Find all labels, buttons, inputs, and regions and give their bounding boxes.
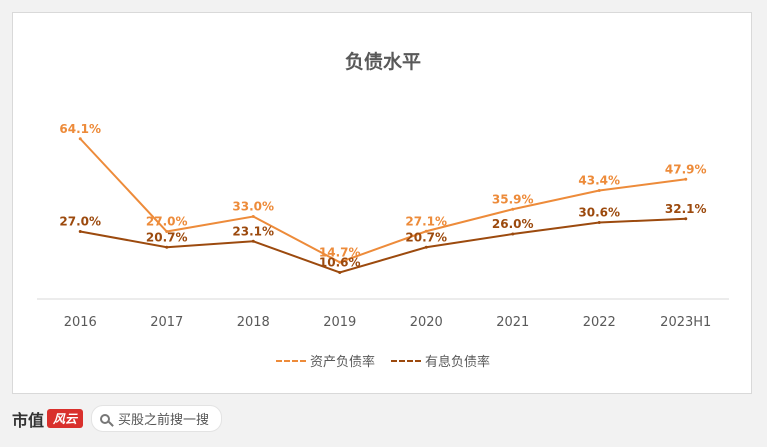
data-point bbox=[338, 260, 342, 264]
chart-title: 负债水平 bbox=[344, 51, 421, 73]
data-label: 20.7% bbox=[146, 230, 188, 244]
data-point bbox=[251, 215, 255, 218]
line-chart: 2016 2017 2018 2019 2020 2021 2022 2023H1 64.1% 2… bbox=[37, 122, 729, 330]
data-point bbox=[78, 137, 82, 141]
brand-logo: 风云 bbox=[47, 409, 84, 428]
x-tick-label: 2018 bbox=[237, 315, 270, 330]
data-label: 27.0% bbox=[59, 215, 101, 229]
x-tick-label: 2023H1 bbox=[660, 315, 711, 330]
brand-name: 市值 bbox=[12, 410, 45, 430]
x-tick-label: 2019 bbox=[323, 315, 356, 330]
data-point bbox=[165, 245, 169, 249]
data-point bbox=[251, 239, 255, 243]
data-point bbox=[338, 271, 342, 274]
data-point bbox=[597, 189, 601, 192]
x-tick-label: 2017 bbox=[150, 315, 183, 330]
data-label: 33.0% bbox=[232, 200, 274, 214]
data-point bbox=[684, 177, 688, 181]
data-point bbox=[684, 217, 688, 221]
data-point bbox=[511, 207, 515, 211]
x-tick-label: 2022 bbox=[583, 315, 616, 330]
legend-item-debt[interactable]: 有息负债率 bbox=[391, 351, 490, 370]
data-label: 26.0% bbox=[492, 217, 534, 231]
x-tick-label: 2021 bbox=[496, 315, 529, 330]
series-line-1 bbox=[80, 217, 686, 274]
legend-item-asset[interactable]: 资产负债率 bbox=[275, 351, 375, 370]
data-label: 20.7% bbox=[405, 230, 447, 244]
data-label: 27.0% bbox=[146, 215, 188, 229]
data-label: 64.1% bbox=[59, 122, 101, 136]
data-point bbox=[597, 221, 601, 224]
legend-label-asset: 资产负债率 bbox=[309, 355, 375, 370]
data-point bbox=[511, 232, 515, 236]
data-point bbox=[424, 245, 428, 249]
x-tick-label: 2016 bbox=[64, 315, 97, 330]
data-label: 47.9% bbox=[665, 162, 707, 176]
search-input[interactable]: 买股之前搜一搜 bbox=[91, 405, 223, 432]
data-label: 10.6% bbox=[319, 256, 361, 270]
chart-card: 负债水平 2016 2017 2018 2019 2020 2021 2022 2023H1 6… bbox=[12, 12, 752, 394]
data-label: 35.9% bbox=[492, 192, 534, 206]
legend-line-debt bbox=[391, 359, 421, 362]
search-placeholder: 买股之前搜一搜 bbox=[118, 413, 210, 428]
footer-bar: 市值 风云 买股之前搜一搜 bbox=[12, 405, 223, 432]
x-tick-label: 2020 bbox=[410, 315, 443, 330]
data-label: 14.7% bbox=[319, 245, 361, 259]
data-label: 43.4% bbox=[578, 174, 620, 188]
search-icon bbox=[100, 413, 111, 424]
data-label: 30.6% bbox=[578, 206, 620, 220]
legend-label-debt: 有息负债率 bbox=[425, 355, 491, 370]
legend-line-asset bbox=[275, 359, 306, 362]
legend: 资产负债率 有息负债率 bbox=[13, 351, 753, 370]
data-point bbox=[424, 229, 428, 233]
data-point bbox=[78, 230, 82, 233]
data-label: 27.1% bbox=[405, 214, 447, 228]
data-label: 32.1% bbox=[665, 202, 707, 216]
series-line-0 bbox=[79, 138, 686, 264]
data-label: 23.1% bbox=[232, 224, 274, 238]
data-point bbox=[165, 230, 169, 233]
